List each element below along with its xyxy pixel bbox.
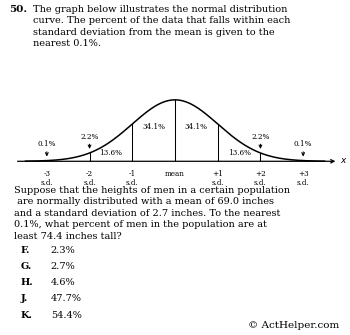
Text: -3
s.d.: -3 s.d. [41,170,53,187]
Text: +1
s.d.: +1 s.d. [211,170,224,187]
Text: +2
s.d.: +2 s.d. [254,170,267,187]
Text: 47.7%: 47.7% [51,294,82,304]
Text: 0.1%: 0.1% [294,140,313,148]
Text: 54.4%: 54.4% [51,311,82,320]
Text: 50.: 50. [9,5,27,14]
Text: mean: mean [165,170,185,178]
Text: Suppose that the heights of men in a certain population
 are normally distribute: Suppose that the heights of men in a cer… [14,186,290,241]
Text: © ActHelper.com: © ActHelper.com [248,321,340,330]
Text: 2.2%: 2.2% [251,133,270,141]
Text: -1
s.d.: -1 s.d. [126,170,139,187]
Text: +3
s.d.: +3 s.d. [297,170,309,187]
Text: H.: H. [21,278,34,287]
Text: 34.1%: 34.1% [185,123,208,131]
Text: -2
s.d.: -2 s.d. [83,170,96,187]
Text: 13.6%: 13.6% [99,149,122,157]
Text: G.: G. [21,262,32,271]
Text: 4.6%: 4.6% [51,278,75,287]
Text: $x$: $x$ [340,156,348,165]
Text: The graph below illustrates the normal distribution
curve. The percent of the da: The graph below illustrates the normal d… [33,5,290,48]
Text: 0.1%: 0.1% [37,140,56,148]
Text: 2.3%: 2.3% [51,246,76,255]
Text: 2.7%: 2.7% [51,262,76,271]
Text: K.: K. [21,311,33,320]
Text: 13.6%: 13.6% [228,149,251,157]
Text: F.: F. [21,246,30,255]
Text: 2.2%: 2.2% [80,133,99,141]
Text: 34.1%: 34.1% [142,123,165,131]
Text: J.: J. [21,294,28,304]
